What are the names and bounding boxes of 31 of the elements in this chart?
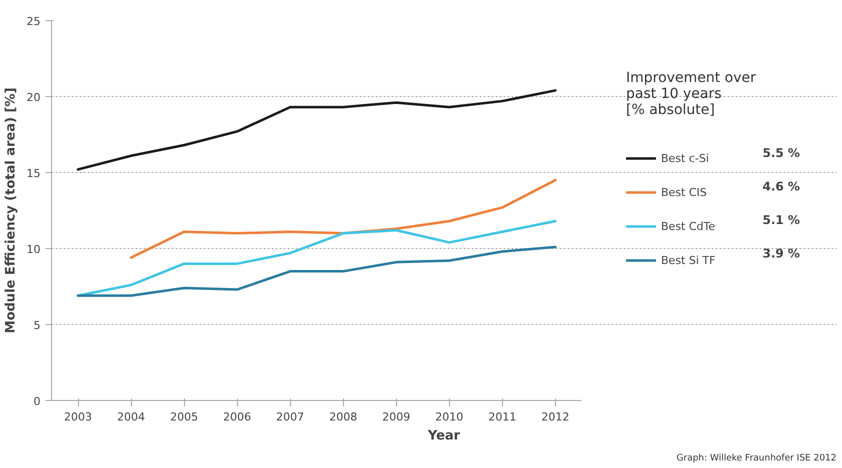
x-tick-label: 2006	[223, 410, 252, 424]
line-series	[76, 220, 557, 297]
line-series	[76, 89, 557, 171]
legend-label: Best CdTe	[661, 220, 716, 232]
y-tick-label: 5	[34, 319, 40, 332]
x-tick-label: 2012	[541, 410, 570, 424]
x-tick-label: 2007	[276, 410, 304, 424]
y-tick-label: 0	[34, 395, 40, 408]
x-axis-title: Year	[426, 428, 461, 444]
text: Graph: Willeke Fraunhofer ISE 2012	[676, 454, 837, 464]
x-tick-label: 2004	[117, 410, 146, 424]
x-tick-label: 2010	[435, 410, 464, 424]
x-tick-label: 2003	[64, 410, 92, 424]
x-tick-label: 2008	[329, 410, 358, 424]
text: 4.6 %	[762, 180, 800, 194]
y-tick-label: 25	[26, 15, 41, 28]
x-tick-label: 2009	[382, 410, 410, 424]
y-tick-label: 15	[26, 167, 41, 180]
y-axis-title: Module Efficiency (total area) [%]	[4, 88, 19, 334]
x-tick-label: 2011	[488, 410, 516, 424]
legend-label: Best c-Si	[661, 152, 710, 164]
x-tick-label: 2005	[170, 410, 198, 424]
y-tick-label: 20	[26, 91, 41, 104]
legend-label: Best Si TF	[661, 254, 716, 266]
line-series	[76, 246, 557, 297]
text: 5.5 %	[762, 146, 800, 160]
y-tick-label: 10	[26, 243, 41, 256]
legend-label: Best CIS	[661, 186, 708, 198]
text: 5.1 %	[762, 213, 800, 227]
legend-title: Improvement over past 10 years [% absolute]	[626, 70, 756, 118]
text: 3.9 %	[762, 246, 800, 260]
